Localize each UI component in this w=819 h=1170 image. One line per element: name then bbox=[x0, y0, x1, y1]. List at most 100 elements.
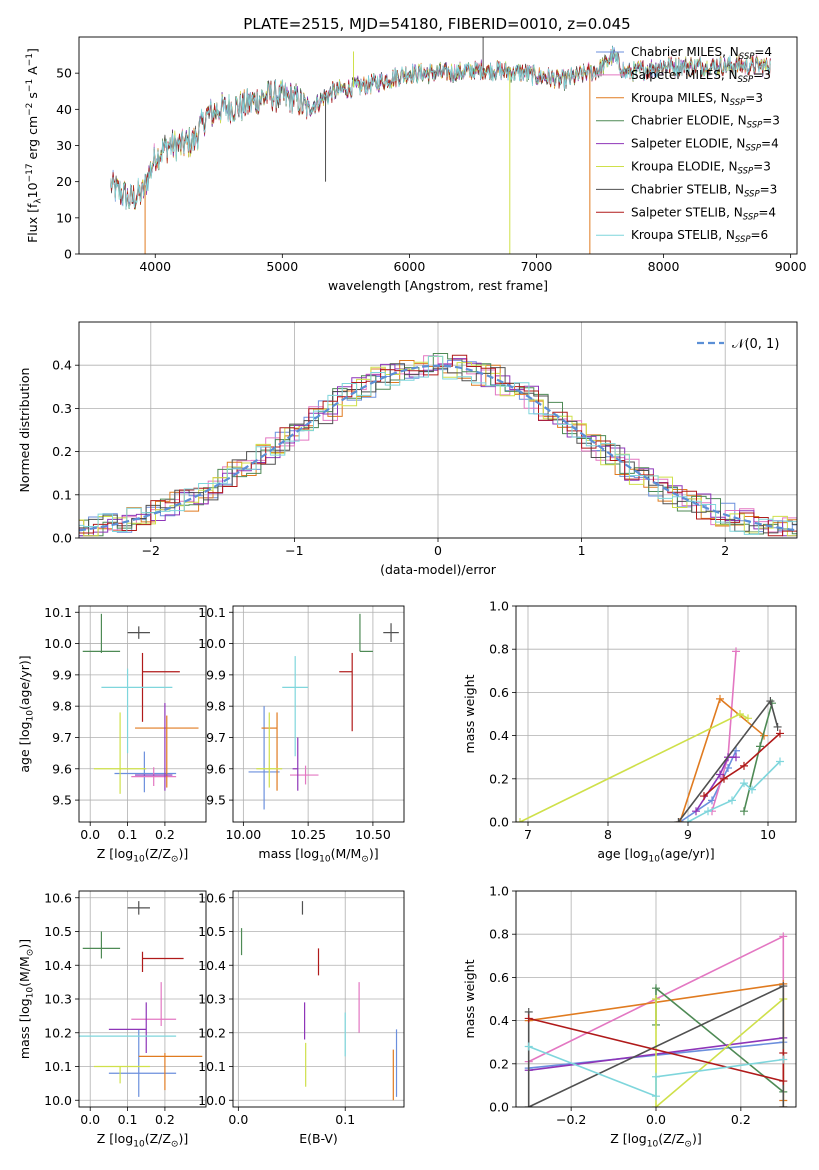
plot-area bbox=[240, 901, 398, 1101]
y-tick-label: 30 bbox=[56, 138, 72, 153]
series-line bbox=[527, 984, 785, 1107]
series-marker bbox=[516, 818, 524, 822]
y-tick-label: 0.6 bbox=[489, 970, 509, 985]
series-marker bbox=[704, 807, 712, 816]
normal-curve bbox=[79, 364, 797, 532]
plot-area bbox=[110, 37, 771, 254]
x-tick-label: 7 bbox=[524, 827, 532, 842]
series-marker bbox=[732, 647, 740, 656]
y-tick-label: 1.0 bbox=[489, 884, 509, 899]
charts: 4000 5000 6000 7000 8000 900001020304050wavel… bbox=[17, 36, 807, 1150]
x-axis-label: Z [log10(Z/Z⊙)] bbox=[97, 846, 188, 865]
axes-frame bbox=[515, 890, 797, 1108]
series-marker bbox=[652, 1092, 660, 1101]
panel-mass_vs_Z: 0.0 0.1 0.2 10.0 10.1 10.2 10.3 10.4 10.5 10.6 Z [… bbox=[17, 890, 207, 1150]
y-tick-label: 1.0 bbox=[489, 599, 509, 614]
y-tick-label: 10.0 bbox=[44, 636, 72, 651]
x-tick-label: 5000 bbox=[266, 259, 298, 274]
plot-area bbox=[79, 901, 203, 1097]
panel-spectrum: 4000 5000 6000 7000 8000 9000 0 10 20 30 40 50 wavel… bbox=[25, 36, 807, 293]
series-marker bbox=[740, 779, 748, 788]
y-tick-label: 10.0 bbox=[198, 636, 226, 651]
x-axis-label: E(B-V) bbox=[299, 1131, 338, 1146]
series-marker bbox=[524, 1103, 533, 1107]
x-axis-label: Z [log10(Z/Z⊙)] bbox=[97, 1131, 188, 1150]
y-tick-label: 0.3 bbox=[52, 401, 72, 416]
y-axis-label: mass [log10(M/M⊙)] bbox=[17, 939, 36, 1059]
x-tick-label: 0.2 bbox=[155, 1112, 175, 1127]
y-tick-label: 9.5 bbox=[52, 793, 72, 808]
x-tick-label: 0.0 bbox=[80, 827, 100, 842]
y-tick-label: 10.4 bbox=[198, 958, 226, 973]
y-tick-label: 0.2 bbox=[489, 771, 509, 786]
y-tick-label: 10.5 bbox=[44, 924, 72, 939]
series-marker bbox=[779, 982, 788, 991]
y-tick-label: 0.8 bbox=[489, 927, 509, 942]
panel-massweight_vs_age: 7 8 9 10 0.0 0.2 0.4 0.6 0.8 1.0 age [log10(age/yr… bbox=[462, 599, 797, 865]
legend-label: Salpeter ELODIE, NSSP=4 bbox=[631, 137, 779, 154]
y-axis-label: mass weight bbox=[462, 674, 477, 753]
x-tick-label: 0 bbox=[434, 543, 442, 558]
legend-label: Chabrier ELODIE, NSSP=3 bbox=[631, 114, 780, 131]
legend-label: Kroupa STELIB, NSSP=6 bbox=[631, 228, 768, 245]
series-line bbox=[687, 760, 781, 822]
y-tick-label: 10.5 bbox=[198, 924, 226, 939]
series-marker bbox=[684, 818, 692, 822]
x-tick-label: 0.0 bbox=[228, 1112, 248, 1127]
y-tick-label: 10.0 bbox=[198, 1093, 226, 1108]
y-tick-label: 9.7 bbox=[52, 730, 72, 745]
x-axis-label: wavelength [Angstrom, rest frame] bbox=[328, 278, 548, 293]
series-marker bbox=[756, 742, 764, 751]
y-tick-label: 9.7 bbox=[206, 730, 226, 745]
x-tick-label: 9000 bbox=[775, 259, 807, 274]
series-marker bbox=[728, 796, 736, 805]
x-tick-label: 0.0 bbox=[80, 1112, 100, 1127]
y-tick-label: 10.3 bbox=[44, 992, 72, 1007]
legend-label: Salpeter STELIB, NSSP=4 bbox=[631, 205, 776, 222]
x-tick-label: 0.2 bbox=[155, 827, 175, 842]
series-marker bbox=[776, 729, 784, 738]
legend: Chabrier MILES, NSSP=4 Salpeter MILES, NS… bbox=[596, 45, 780, 245]
y-tick-label: 50 bbox=[56, 66, 72, 81]
series-marker bbox=[740, 761, 748, 770]
series-marker bbox=[700, 792, 708, 801]
y-tick-label: 0.2 bbox=[52, 444, 72, 459]
series-marker bbox=[652, 984, 660, 993]
series-marker bbox=[732, 753, 740, 762]
series-line bbox=[703, 732, 781, 797]
y-axis-label: mass weight bbox=[462, 959, 477, 1038]
x-axis-label: Z [log10(Z/Z⊙)] bbox=[610, 1131, 701, 1150]
legend-label: Salpeter MILES, NSSP=3 bbox=[631, 68, 771, 85]
x-tick-label: −0.2 bbox=[556, 1112, 586, 1127]
y-axis-label: Normed distribution bbox=[17, 368, 32, 493]
y-tick-label: 9.9 bbox=[52, 667, 72, 682]
y-tick-label: 9.6 bbox=[52, 761, 72, 776]
y-tick-label: 9.9 bbox=[206, 667, 226, 682]
plot-area bbox=[524, 932, 788, 1107]
y-tick-label: 0.8 bbox=[489, 642, 509, 657]
y-tick-label: 0.4 bbox=[52, 358, 72, 373]
series-marker bbox=[779, 1103, 788, 1107]
x-tick-label: 1 bbox=[578, 543, 586, 558]
x-tick-label: 0.1 bbox=[118, 1112, 138, 1127]
y-tick-label: 10.4 bbox=[44, 958, 72, 973]
plot-area bbox=[516, 647, 784, 822]
y-tick-label: 9.8 bbox=[52, 699, 72, 714]
series-marker bbox=[692, 807, 700, 816]
y-tick-label: 0.1 bbox=[52, 487, 72, 502]
x-axis-label: mass [log10(M/M⊙)] bbox=[258, 846, 378, 865]
axes-frame bbox=[232, 890, 405, 1108]
figure-title: PLATE=2515, MJD=54180, FIBERID=0010, z=0… bbox=[243, 15, 630, 33]
legend-label: Kroupa ELODIE, NSSP=3 bbox=[631, 160, 771, 177]
x-tick-label: 0.1 bbox=[118, 827, 138, 842]
x-tick-label: 8000 bbox=[648, 259, 680, 274]
plot-area bbox=[82, 613, 199, 794]
y-tick-label: 10.1 bbox=[198, 1059, 226, 1074]
series-marker bbox=[766, 697, 775, 706]
legend-label: 𝒩(0, 1) bbox=[732, 337, 779, 352]
y-tick-label: 20 bbox=[56, 174, 72, 189]
series-marker bbox=[524, 1014, 533, 1023]
series-marker bbox=[776, 757, 784, 766]
x-axis-label: (data-model)/error bbox=[380, 562, 497, 577]
x-tick-label: 0.1 bbox=[335, 1112, 355, 1127]
